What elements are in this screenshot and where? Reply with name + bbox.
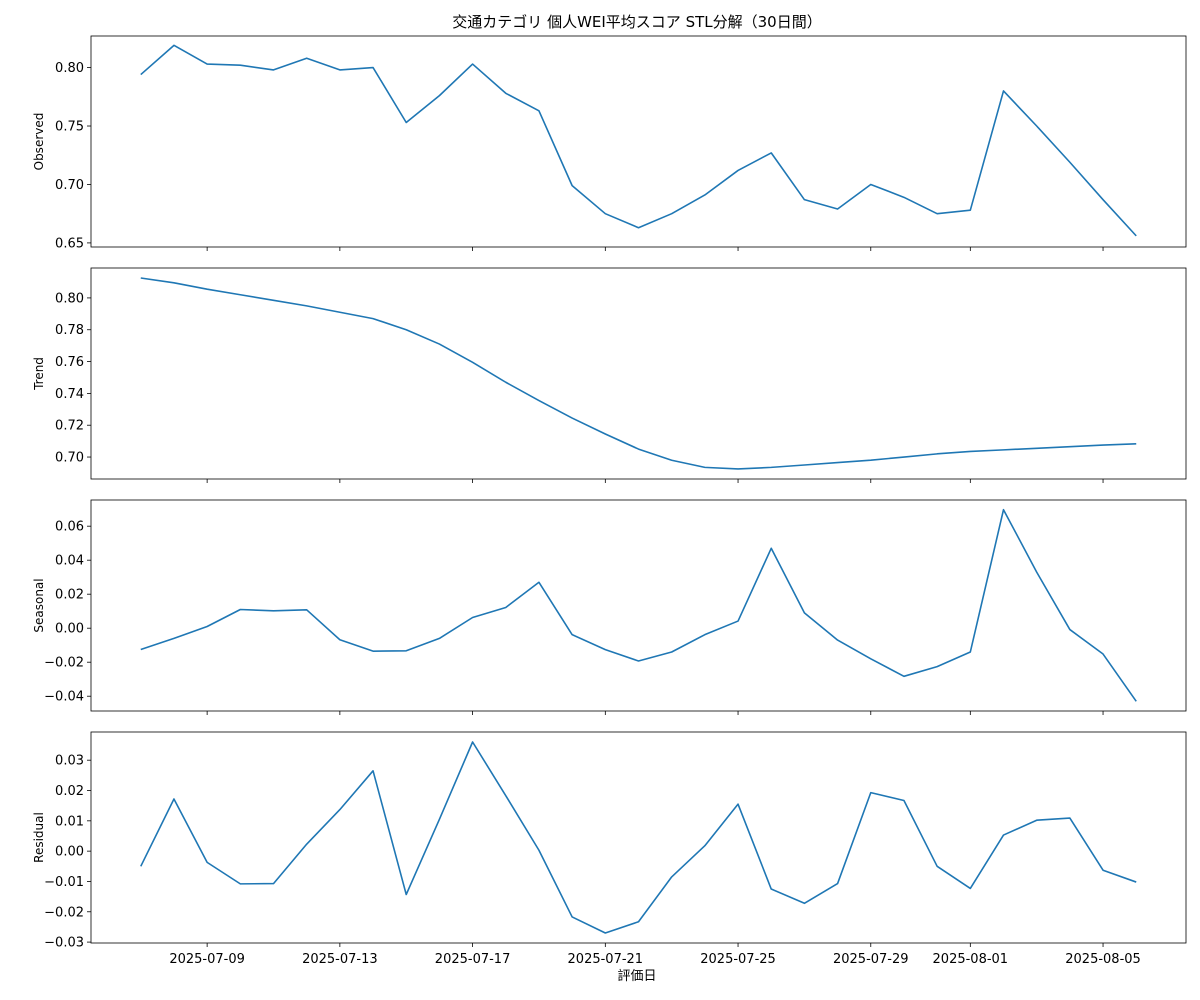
y-tick-label: 0.80: [55, 61, 84, 76]
y-tick-label: −0.02: [44, 656, 84, 671]
x-axis-label: 評価日: [617, 969, 656, 984]
figure-title: 交通カテゴリ 個人WEI平均スコア STL分解（30日間）: [452, 13, 821, 31]
y-axis-label: Observed: [32, 113, 46, 171]
y-tick-label: 0.70: [55, 178, 84, 193]
y-tick-label: 0.78: [55, 323, 84, 338]
seasonal-line: [140, 508, 1137, 702]
x-tick-label: 2025-07-21: [568, 952, 644, 967]
seasonal-axes-frame: [90, 499, 1187, 712]
residual-line: [140, 741, 1137, 934]
x-tick-label: 2025-08-01: [933, 952, 1009, 967]
y-tick-label: 0.03: [55, 754, 84, 769]
y-tick-label: 0.00: [55, 622, 84, 637]
observed-axes-frame: [90, 35, 1187, 248]
y-tick-label: −0.01: [44, 875, 84, 890]
y-tick-label: 0.02: [55, 784, 84, 799]
trend-line: [140, 277, 1137, 470]
x-tick-label: 2025-07-09: [169, 952, 245, 967]
y-tick-label: 0.74: [55, 387, 84, 402]
y-axis-label: Residual: [32, 812, 46, 863]
y-tick-label: 0.80: [55, 291, 84, 306]
y-tick-label: 0.06: [55, 520, 84, 535]
x-tick-label: 2025-07-13: [302, 952, 378, 967]
y-tick-label: 0.75: [55, 120, 84, 135]
subplot-seasonal: −0.04 −0.02 0.00 0.02 0.04 0.06 Seasonal: [32, 499, 1187, 715]
residual-axes-frame: [90, 731, 1187, 944]
y-tick-label: −0.04: [44, 690, 84, 705]
y-axis-label: Seasonal: [32, 578, 46, 632]
y-tick-label: −0.02: [44, 905, 84, 920]
y-tick-label: −0.03: [44, 936, 84, 951]
y-axis-label: Trend: [32, 357, 46, 391]
x-tick-label: 2025-07-17: [435, 952, 511, 967]
y-tick-label: 0.72: [55, 419, 84, 434]
subplot-residual: −0.03 −0.02 −0.01 0.00 0.01 0.02 0.03 Residual 2…: [32, 731, 1187, 967]
y-tick-label: 0.02: [55, 588, 84, 603]
subplot-trend: 0.70 0.72 0.74 0.76 0.78 0.80 Trend: [32, 267, 1187, 483]
y-tick-label: 0.65: [55, 236, 84, 251]
x-tick-label: 2025-07-29: [833, 952, 909, 967]
x-tick-label: 2025-08-05: [1065, 952, 1141, 967]
subplot-stack: 0.65 0.70 0.75 0.80 Observed 0.70 0.72 0.74 0.76…: [32, 35, 1187, 967]
y-tick-label: 0.01: [55, 814, 84, 829]
y-tick-label: 0.00: [55, 845, 84, 860]
trend-axes-frame: [90, 267, 1187, 480]
y-tick-label: 0.70: [55, 451, 84, 466]
y-tick-label: 0.76: [55, 355, 84, 370]
x-tick-label: 2025-07-25: [700, 952, 776, 967]
y-tick-label: 0.04: [55, 554, 84, 569]
subplot-observed: 0.65 0.70 0.75 0.80 Observed: [32, 35, 1187, 251]
observed-line: [140, 44, 1137, 237]
